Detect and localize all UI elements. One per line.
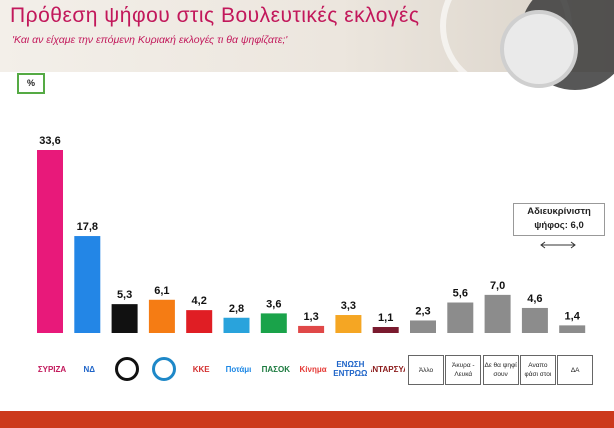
bar-12 [484,294,511,333]
bar-7 [298,325,325,333]
undecided-note-line1: Αδιευκρίνιστη [527,206,591,217]
undecided-note-line2: ψήφος: 6,0 [534,220,584,231]
bar-value-label-12: 7,0 [490,280,505,292]
anapofasistoi-label: Αναπο φάσι στοι [519,355,556,385]
bar-value-label-0: 33,6 [39,135,60,147]
bar-value-label-4: 4,2 [192,295,207,307]
akyra-lefka-label: Άκυρα - Λευκά [445,355,482,385]
pasok-logo: ΠΑΣΟΚ [261,364,290,374]
bar-0 [37,150,63,333]
bar-14 [559,325,586,333]
bar-2 [111,304,138,333]
bar-value-label-2: 5,3 [117,289,132,301]
bar-value-label-7: 1,3 [303,311,318,323]
bar-4 [186,310,213,333]
de-tha-psifisoun-label: Δε θα ψηφί σουν [482,355,519,385]
bar-value-label-3: 6,1 [154,285,169,297]
bar-8 [335,315,362,333]
bar-10 [410,320,436,333]
bar-value-label-11: 5,6 [453,288,468,300]
double-arrow-icon [540,241,576,249]
da-label: ΔΑ [557,355,594,385]
kinima-logo: Κίνημα [299,364,327,374]
bar-5 [223,317,250,333]
bar-value-label-9: 1,1 [378,312,393,324]
bar-3 [148,299,175,333]
antarsya-logo: ΑΝΤΑΡΣΥΑ [371,364,405,374]
undecided-note: Αδιευκρίνιστη ψήφος: 6,0 [513,203,605,236]
bar-value-label-13: 4,6 [527,293,542,305]
bottom-bar [0,411,614,428]
bar-1 [74,236,101,333]
kke-logo: ΚΚΕ [192,364,210,374]
unit-label: % [17,73,45,94]
bar-value-label-5: 2,8 [229,303,244,315]
bar-13 [521,307,548,333]
chrysi-avgi-logo-emblem [114,357,139,381]
bar-value-label-14: 1,4 [565,310,581,322]
bar-value-label-1: 17,8 [77,221,98,233]
enosi-kentroon-logo: ΕΝΩΣΗ ΚΕΝΤΡΩΩΝ [333,360,368,378]
bar-11 [447,302,474,333]
anel-logo [147,355,181,383]
bar-value-label-10: 2,3 [415,305,430,317]
party-logos-row: ΣΥΡΙΖΑ ΝΔ ΚΚΕ Ποτάμι ΠΑΣΟΚ Κίνημα ΕΝΩΣΗ ΚΕΝΤΡΩ… [0,355,614,389]
anel-logo-emblem [151,357,176,381]
bar-value-label-6: 3,6 [266,298,281,310]
chrysi-avgi-logo [110,355,144,383]
nd-logo: ΝΔ [83,364,96,374]
header-band [0,0,614,92]
bar-6 [260,313,287,333]
potami-logo: Ποτάμι [225,364,252,374]
bar-9 [372,327,399,333]
page-subtitle: 'Και αν είχαμε την επόμενη Κυριακή εκλογ… [12,34,288,46]
allo-label: Άλλο [408,355,444,385]
bar-value-label-8: 3,3 [341,300,356,312]
page-title: Πρόθεση ψήφου στις Βουλευτικές εκλογές [10,4,420,27]
decorative-circle [500,10,578,88]
syriza-logo: ΣΥΡΙΖΑ [37,364,67,374]
